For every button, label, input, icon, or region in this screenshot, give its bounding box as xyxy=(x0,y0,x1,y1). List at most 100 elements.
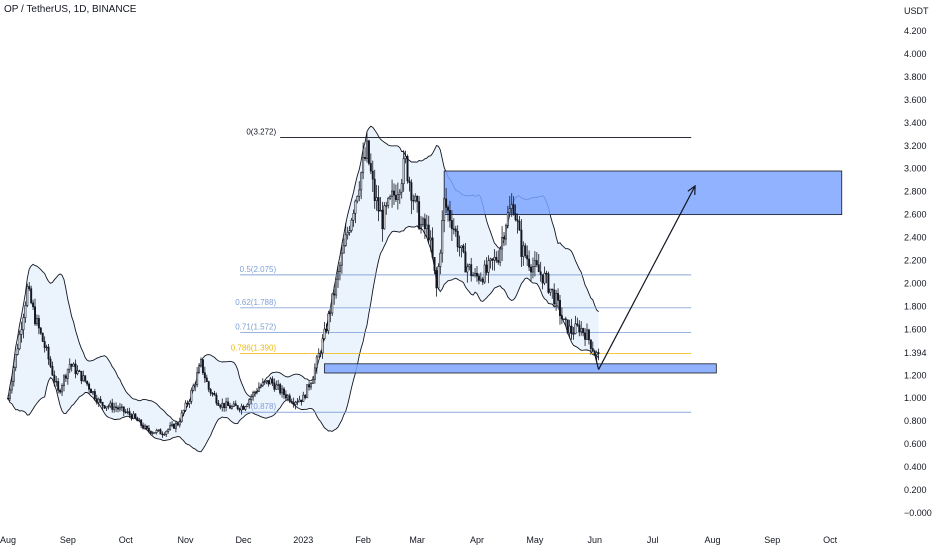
candle-body xyxy=(51,365,54,376)
candle-body xyxy=(173,423,175,429)
candle-body xyxy=(28,286,31,290)
candle-body xyxy=(43,341,46,348)
candle-body xyxy=(259,385,262,388)
candle-body xyxy=(255,391,258,393)
candle-body xyxy=(508,208,511,214)
candle-body xyxy=(238,408,241,411)
y-tick-label: 0.200 xyxy=(904,485,927,495)
projection-line-up xyxy=(598,185,696,370)
candle-body xyxy=(53,374,56,382)
candle-body xyxy=(566,319,569,334)
candle-body xyxy=(543,272,546,284)
candle-body xyxy=(562,318,565,320)
candle-body xyxy=(487,260,490,273)
candle-body xyxy=(198,365,201,374)
candle-body xyxy=(421,218,424,225)
candle-body xyxy=(30,288,33,304)
candle-body xyxy=(458,246,461,249)
candle-body xyxy=(283,388,285,395)
candle-body xyxy=(431,237,434,258)
candle-body xyxy=(460,245,463,249)
candle-body xyxy=(211,392,214,395)
candle-body xyxy=(367,140,370,164)
candle-body xyxy=(535,260,538,266)
candle-body xyxy=(149,430,152,434)
candle-body xyxy=(250,396,253,400)
candle-body xyxy=(161,433,164,436)
candle-body xyxy=(491,258,494,261)
candle-body xyxy=(520,229,523,257)
candle-body xyxy=(304,394,307,399)
candle-body xyxy=(377,197,380,212)
candle-body xyxy=(335,278,338,296)
fib-label: (0.878) xyxy=(251,402,277,411)
candle-body xyxy=(61,385,64,393)
candle-body xyxy=(22,317,25,331)
candle-body xyxy=(524,245,527,256)
candle-body xyxy=(120,406,123,408)
candle-body xyxy=(205,377,208,382)
candle-body xyxy=(91,391,94,394)
candle-body xyxy=(118,406,121,410)
candle-body xyxy=(82,375,85,382)
candle-body xyxy=(126,411,129,413)
candle-body xyxy=(273,382,276,390)
candle-body xyxy=(66,368,69,379)
candle-body xyxy=(582,328,585,334)
candle-body xyxy=(456,230,459,248)
candle-body xyxy=(352,213,355,221)
candle-body xyxy=(448,210,451,221)
candle-body xyxy=(194,384,197,387)
candle-body xyxy=(499,248,502,263)
candle-body xyxy=(371,170,374,180)
candle-body xyxy=(209,389,212,394)
candle-body xyxy=(188,401,191,405)
x-tick-label: Oct xyxy=(823,535,838,545)
candle-body xyxy=(153,432,156,434)
candle-body xyxy=(530,266,533,273)
candle-body xyxy=(234,403,237,406)
candle-body xyxy=(470,264,473,276)
candle-body xyxy=(464,251,467,273)
candle-body xyxy=(88,383,91,390)
candle-body xyxy=(275,384,278,390)
candle-body xyxy=(225,401,228,409)
y-tick-label: 4.200 xyxy=(904,26,927,36)
candle-body xyxy=(99,398,102,403)
candle-body xyxy=(423,218,426,230)
candle-body xyxy=(595,352,598,355)
candle-body xyxy=(495,256,498,261)
candle-body xyxy=(184,402,187,411)
candle-body xyxy=(587,329,590,341)
y-tick-label: 3.000 xyxy=(904,164,927,174)
y-tick-label: 3.800 xyxy=(904,72,927,82)
candle-body xyxy=(74,363,77,375)
candle-body xyxy=(427,224,430,241)
candle-body xyxy=(315,356,318,369)
candle-body xyxy=(501,237,504,250)
candle-body xyxy=(155,430,158,433)
candle-body xyxy=(385,205,388,207)
candle-body xyxy=(90,388,92,394)
fib-label: 0.62(1.788) xyxy=(235,298,276,307)
fib-label: 0(3.272) xyxy=(246,127,276,136)
y-tick-label: 0.400 xyxy=(904,462,927,472)
candle-body xyxy=(68,363,71,370)
candle-body xyxy=(338,264,341,272)
candle-body xyxy=(288,395,291,402)
x-tick-label: Jul xyxy=(647,535,659,545)
candle-body xyxy=(203,372,206,379)
candle-body xyxy=(230,406,233,409)
candle-body xyxy=(476,272,478,277)
candle-body xyxy=(354,200,357,214)
candle-body xyxy=(39,327,42,334)
candle-body xyxy=(576,323,579,326)
candle-body xyxy=(169,425,172,430)
candle-body xyxy=(410,182,413,201)
candle-body xyxy=(70,363,73,367)
candle-body xyxy=(20,329,23,335)
candle-body xyxy=(57,381,60,391)
candle-body xyxy=(14,354,17,368)
candle-body xyxy=(429,237,432,241)
